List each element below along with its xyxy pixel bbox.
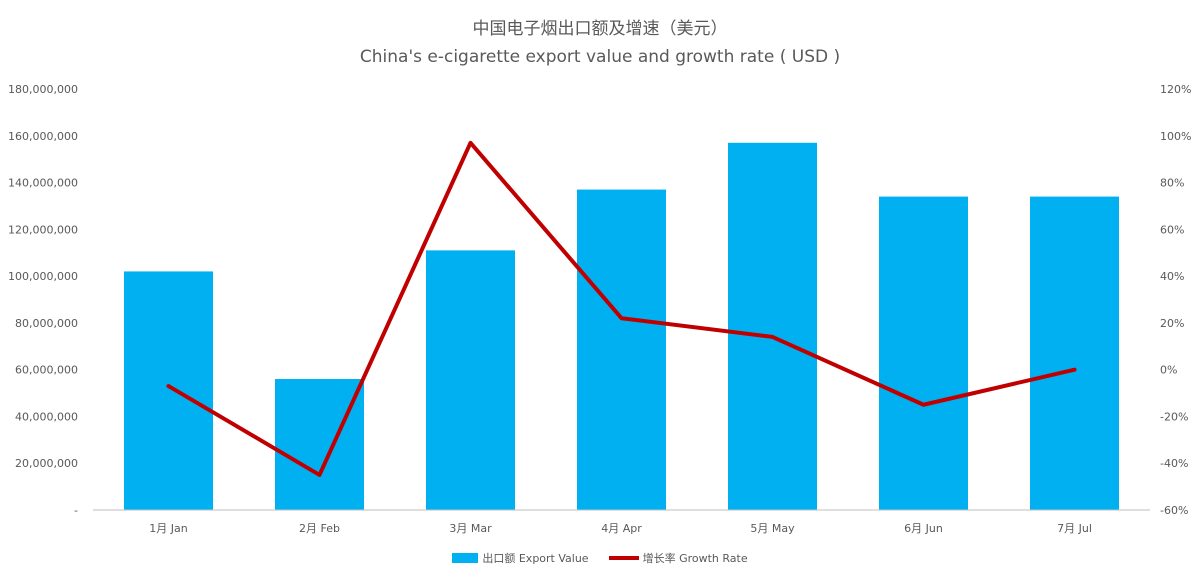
- legend-item-export: 出口额 Export Value: [452, 550, 589, 566]
- left-axis: - 20,000,000 40,000,000 60,000,000 80,000,00…: [8, 83, 78, 517]
- legend-label-export: 出口额 Export Value: [482, 552, 589, 565]
- left-tick-label: -: [74, 504, 78, 517]
- left-tick-label: 80,000,000: [15, 317, 78, 330]
- bar-series: [124, 142, 1119, 511]
- x-tick-label: 2月 Feb: [299, 522, 340, 535]
- left-tick-label: 160,000,000: [8, 130, 78, 143]
- export-bar: [124, 271, 213, 510]
- export-bar: [1030, 196, 1119, 511]
- left-tick-label: 100,000,000: [8, 270, 78, 283]
- growth-rate-line: [166, 140, 1077, 477]
- legend-item-growth: 增长率 Growth Rate: [608, 550, 748, 566]
- legend: 出口额 Export Value 增长率 Growth Rate: [0, 550, 1200, 566]
- legend-swatch-line: [608, 556, 639, 560]
- right-tick-label: -60%: [1160, 504, 1188, 517]
- x-tick-label: 7月 Jul: [1057, 522, 1092, 535]
- right-tick-label: -20%: [1160, 410, 1188, 423]
- export-bar: [275, 379, 364, 510]
- export-bar: [728, 142, 817, 511]
- right-tick-label: 40%: [1160, 270, 1184, 283]
- export-bar: [577, 189, 666, 511]
- chart-subtitle: China's e-cigarette export value and gro…: [359, 47, 841, 67]
- x-tick-label: 5月 May: [750, 522, 795, 535]
- left-tick-label: 180,000,000: [8, 83, 78, 96]
- chart-title: 中国电子烟出口额及增速（美元）: [472, 19, 728, 39]
- x-tick-label: 3月 Mar: [449, 522, 492, 535]
- right-axis: -60% -40% -20% 0% 20% 40% 60% 80% 100% 120%: [1160, 83, 1191, 517]
- right-tick-label: 120%: [1160, 83, 1191, 96]
- legend-swatch-bar: [452, 553, 479, 563]
- right-tick-label: -40%: [1160, 457, 1188, 470]
- export-bar: [426, 250, 515, 510]
- legend-label-growth: 增长率 Growth Rate: [642, 552, 748, 565]
- right-tick-label: 60%: [1160, 223, 1184, 236]
- x-tick-label: 1月 Jan: [149, 522, 187, 535]
- left-tick-label: 140,000,000: [8, 177, 78, 190]
- right-tick-label: 20%: [1160, 317, 1184, 330]
- x-tick-label: 6月 Jun: [904, 522, 943, 535]
- left-tick-label: 120,000,000: [8, 223, 78, 236]
- left-tick-label: 40,000,000: [15, 410, 78, 423]
- x-axis: 1月 Jan 2月 Feb 3月 Mar 4月 Apr 5月 May 6月 Jun 7月 J…: [149, 522, 1092, 535]
- right-tick-label: 100%: [1160, 130, 1191, 143]
- right-tick-label: 80%: [1160, 177, 1184, 190]
- left-tick-label: 20,000,000: [15, 457, 78, 470]
- right-tick-label: 0%: [1160, 364, 1177, 377]
- export-bar: [879, 196, 968, 511]
- x-tick-label: 4月 Apr: [601, 522, 642, 535]
- left-tick-label: 60,000,000: [15, 364, 78, 377]
